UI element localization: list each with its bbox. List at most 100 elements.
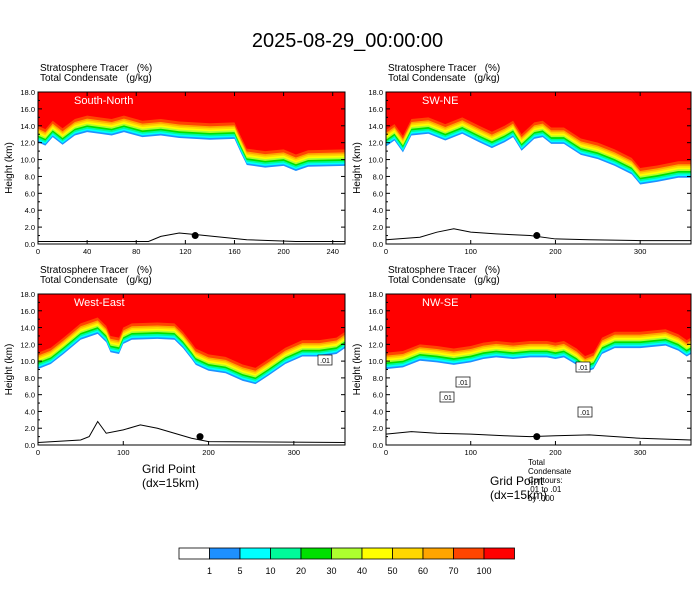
x-tick-label: 120 — [179, 247, 192, 256]
tracer-band — [38, 294, 345, 371]
stratosphere-region — [386, 92, 691, 168]
y-tick-label: 14.0 — [368, 324, 383, 333]
x-tick-label: 0 — [36, 247, 40, 256]
x-tick-label: 0 — [384, 247, 388, 256]
tracer-band — [386, 294, 691, 360]
colorbar-swatch — [392, 547, 424, 560]
y-tick-label: 12.0 — [368, 340, 383, 349]
x-tick-label: 200 — [549, 247, 562, 256]
y-tick-label: 10.0 — [368, 357, 383, 366]
x-tick-label: 100 — [464, 247, 477, 256]
terrain-line — [38, 420, 345, 443]
tracer-band — [38, 92, 345, 165]
y-tick-label: 2.0 — [373, 223, 383, 232]
stratosphere-region — [38, 92, 345, 155]
y-tick-label: 6.0 — [25, 391, 35, 400]
colorbar-swatch — [209, 547, 241, 560]
panel-header-condensate: Total Condensate (g/kg) — [388, 275, 500, 286]
panel-header-tracer: Stratosphere Tracer (%) — [388, 265, 501, 276]
colorbar-swatch — [300, 547, 332, 560]
colorbar-label: 70 — [448, 566, 458, 576]
x-axis-title: Grid Point (dx=15km) — [490, 474, 548, 502]
tracer-band — [38, 92, 345, 170]
panel-name-label: SW-NE — [422, 95, 458, 107]
tracer-band — [386, 294, 691, 365]
x-tick-label: 0 — [384, 448, 388, 457]
plot-frame — [37, 293, 346, 446]
x-tick-label: 200 — [277, 247, 290, 256]
x-tick-label: 300 — [288, 448, 301, 457]
contour-label: .01 — [458, 380, 468, 387]
plot-area — [38, 294, 345, 445]
y-tick-label: 12.0 — [20, 340, 35, 349]
plot-area — [386, 294, 691, 445]
y-tick-label: 16.0 — [368, 105, 383, 114]
contour-label-box — [577, 406, 593, 418]
tracer-band — [386, 294, 691, 373]
panel-name-label: West-East — [74, 297, 125, 309]
y-tick-label: 6.0 — [25, 189, 35, 198]
x-tick-label: 80 — [132, 247, 140, 256]
panel-header-condensate: Total Condensate (g/kg) — [40, 73, 152, 84]
y-axis-title: Height (km) — [4, 142, 15, 194]
tracer-band — [38, 294, 345, 381]
y-tick-label: 0.0 — [25, 441, 35, 450]
y-tick-label: 4.0 — [25, 407, 35, 416]
tracer-band — [386, 294, 691, 368]
location-marker — [533, 232, 541, 240]
terrain-line — [38, 232, 345, 242]
y-tick-label: 16.0 — [368, 307, 383, 316]
y-tick-label: 18.0 — [20, 290, 35, 299]
y-tick-label: 16.0 — [20, 307, 35, 316]
tracer-band — [38, 92, 345, 158]
y-tick-label: 4.0 — [373, 407, 383, 416]
tracer-band — [38, 294, 345, 385]
x-tick-label: 40 — [83, 247, 91, 256]
y-tick-label: 18.0 — [20, 88, 35, 97]
tracer-band — [38, 294, 345, 373]
y-tick-label: 8.0 — [25, 374, 35, 383]
x-tick-label: 0 — [36, 448, 40, 457]
contour-label: .01 — [320, 358, 330, 365]
y-tick-label: 12.0 — [20, 139, 35, 148]
panel-header-condensate: Total Condensate (g/kg) — [388, 73, 500, 84]
contour-label: .01 — [442, 395, 452, 402]
x-axis-title: Grid Point (dx=15km) — [142, 462, 200, 490]
tracer-band — [386, 92, 691, 178]
panel-header-condensate: Total Condensate (g/kg) — [40, 275, 152, 286]
contour-label: .01 — [580, 410, 590, 417]
tracer-band — [386, 92, 691, 183]
colorbar-label: 50 — [387, 566, 397, 576]
tracer-band — [38, 294, 345, 383]
y-tick-label: 4.0 — [25, 206, 35, 215]
tracer-band — [38, 92, 345, 161]
colorbar-label: 30 — [326, 566, 336, 576]
y-tick-label: 10.0 — [20, 156, 35, 165]
x-tick-label: 100 — [117, 448, 130, 457]
location-marker — [191, 232, 199, 240]
tracer-band — [38, 294, 345, 375]
x-tick-label: 200 — [202, 448, 215, 457]
location-marker — [196, 433, 204, 441]
x-tick-label: 300 — [634, 247, 647, 256]
panel-name-label: South-North — [74, 95, 133, 107]
tracer-band — [38, 92, 345, 168]
y-tick-label: 10.0 — [20, 357, 35, 366]
tracer-band — [386, 92, 691, 182]
colorbar: 1 5 10 20 30 40 50 60 70 100 — [178, 547, 515, 576]
colorbar-swatch — [361, 547, 393, 560]
colorbar-swatch — [178, 547, 210, 560]
y-tick-label: 14.0 — [20, 324, 35, 333]
stratosphere-region — [38, 294, 345, 368]
y-tick-label: 2.0 — [25, 424, 35, 433]
colorbar-swatch — [483, 547, 515, 560]
tracer-band — [386, 294, 691, 361]
tracer-band — [38, 294, 345, 380]
plot-frame — [385, 293, 692, 446]
x-tick-label: 200 — [549, 448, 562, 457]
x-tick-label: 160 — [228, 247, 241, 256]
y-tick-label: 2.0 — [25, 223, 35, 232]
colorbar-label: 10 — [265, 566, 275, 576]
